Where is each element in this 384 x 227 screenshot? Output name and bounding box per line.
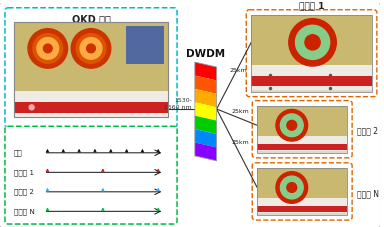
Circle shape <box>276 172 308 203</box>
FancyBboxPatch shape <box>252 101 352 158</box>
Circle shape <box>287 183 297 192</box>
Bar <box>257 168 347 215</box>
Bar <box>251 76 372 86</box>
Bar <box>257 106 347 153</box>
Text: QKD 서버: QKD 서버 <box>71 15 111 25</box>
Bar <box>14 22 168 117</box>
Text: 가입자 N: 가입자 N <box>357 189 379 198</box>
FancyBboxPatch shape <box>246 10 377 97</box>
Bar <box>257 136 347 151</box>
Bar <box>251 15 372 92</box>
Circle shape <box>295 25 329 59</box>
FancyBboxPatch shape <box>252 163 352 220</box>
Circle shape <box>280 114 303 137</box>
Circle shape <box>37 37 59 59</box>
Text: 25km: 25km <box>229 68 247 73</box>
Bar <box>257 106 347 136</box>
Bar <box>14 102 168 113</box>
Circle shape <box>76 34 106 63</box>
Bar <box>14 22 168 91</box>
Polygon shape <box>195 89 217 107</box>
Polygon shape <box>195 62 217 80</box>
Polygon shape <box>195 129 217 148</box>
Text: DWDM: DWDM <box>186 49 225 59</box>
Polygon shape <box>195 116 217 134</box>
Circle shape <box>276 109 308 141</box>
FancyBboxPatch shape <box>5 8 177 127</box>
Circle shape <box>71 29 111 68</box>
Bar <box>251 15 372 92</box>
Polygon shape <box>195 76 217 94</box>
Circle shape <box>33 34 63 63</box>
Polygon shape <box>195 102 217 121</box>
Bar <box>126 26 164 64</box>
Text: 가입자 N: 가입자 N <box>14 208 35 215</box>
Bar <box>257 198 347 213</box>
Text: 25km: 25km <box>232 140 250 145</box>
FancyBboxPatch shape <box>5 126 177 224</box>
Bar <box>14 91 168 117</box>
Bar <box>251 15 372 65</box>
Text: 25km: 25km <box>232 109 250 114</box>
Circle shape <box>29 105 34 110</box>
Text: 가입자 2: 가입자 2 <box>14 188 34 195</box>
Bar <box>257 206 347 212</box>
Circle shape <box>80 37 102 59</box>
Bar <box>251 65 372 90</box>
Bar <box>14 22 168 117</box>
Circle shape <box>28 29 68 68</box>
Circle shape <box>287 120 297 130</box>
Text: 가입자 1: 가입자 1 <box>299 2 324 11</box>
Bar <box>257 168 347 215</box>
Text: 서버: 서버 <box>14 150 23 156</box>
Circle shape <box>289 19 336 66</box>
Text: 가입자 2: 가입자 2 <box>357 127 378 136</box>
Circle shape <box>87 44 95 53</box>
Circle shape <box>280 176 303 199</box>
Bar <box>257 106 347 153</box>
Bar <box>257 168 347 199</box>
Circle shape <box>43 44 52 53</box>
Circle shape <box>305 35 320 50</box>
Bar <box>257 144 347 150</box>
Polygon shape <box>195 143 217 161</box>
Text: 가입자 1: 가입자 1 <box>14 169 34 176</box>
Text: 1530-
1560 nm: 1530- 1560 nm <box>164 99 192 110</box>
